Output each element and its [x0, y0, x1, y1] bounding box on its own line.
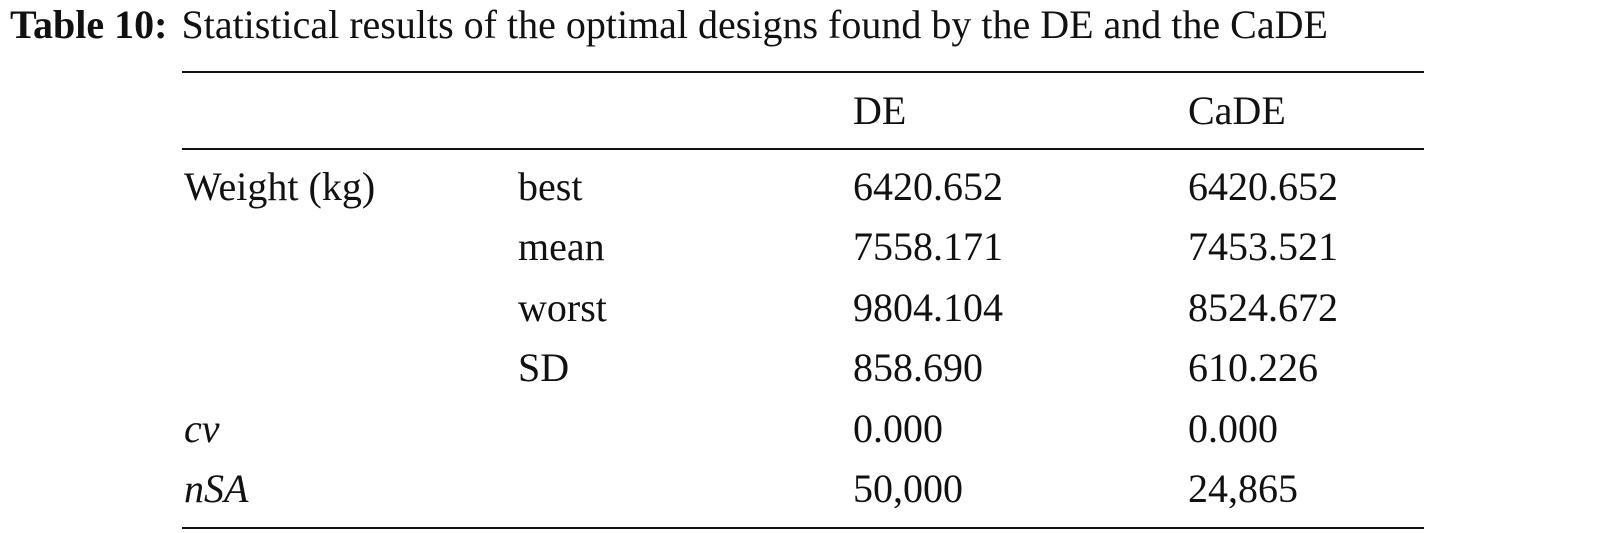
row-stat-label: mean [518, 224, 605, 269]
table-caption: Table 10: Statistical results of the opti… [10, 0, 1604, 50]
row-de-value: 9804.104 [853, 285, 1003, 330]
row-stat-label: SD [518, 345, 570, 390]
row-group-label: nSA [184, 466, 249, 511]
header-cell-cade: CaDE [1188, 88, 1286, 133]
header-rule [182, 148, 1424, 150]
row-cade-value: 610.226 [1188, 345, 1318, 390]
row-de-value: 50,000 [853, 466, 963, 511]
row-de-value: 6420.652 [853, 164, 1003, 209]
row-stat-label: worst [518, 285, 607, 330]
row-de-value: 7558.171 [853, 224, 1003, 269]
caption-label: Table 10: [10, 2, 168, 47]
row-de-value: 0.000 [853, 406, 943, 451]
row-de-value: 858.690 [853, 345, 983, 390]
row-cade-value: 24,865 [1188, 466, 1298, 511]
row-group-label: Weight (kg) [184, 164, 376, 209]
row-group-label: cv [184, 406, 220, 451]
row-cade-value: 0.000 [1188, 406, 1278, 451]
bottom-rule [182, 527, 1424, 529]
row-cade-value: 6420.652 [1188, 164, 1338, 209]
header-cell-de: DE [853, 88, 907, 133]
top-rule [182, 71, 1424, 73]
caption-text: Statistical results of the optimal desig… [181, 2, 1328, 47]
row-cade-value: 8524.672 [1188, 285, 1338, 330]
row-cade-value: 7453.521 [1188, 224, 1338, 269]
row-stat-label: best [518, 164, 583, 209]
